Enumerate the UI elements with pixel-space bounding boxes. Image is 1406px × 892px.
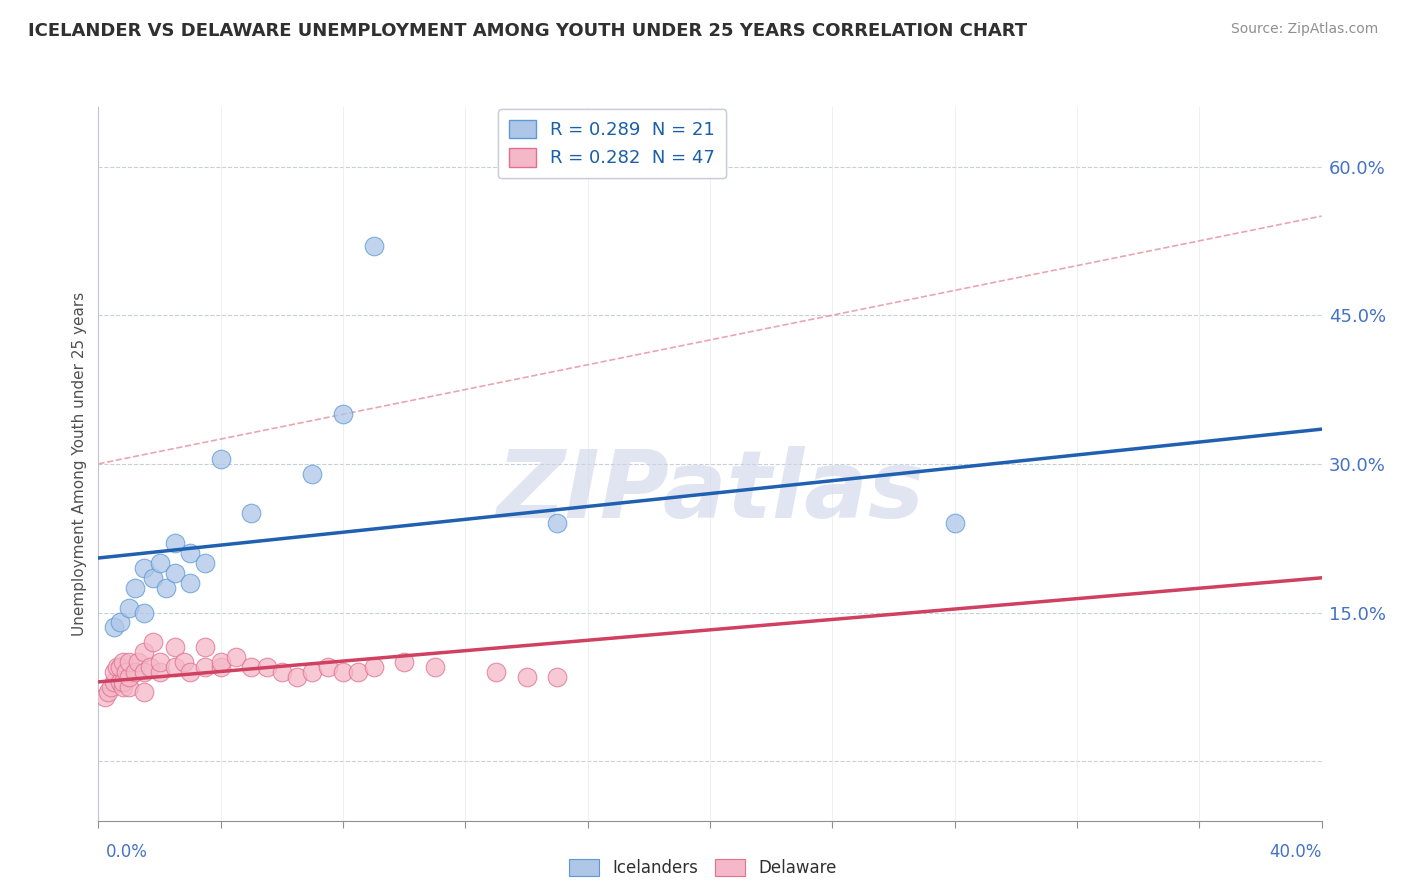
Point bbox=[103, 665, 125, 679]
Point bbox=[108, 674, 131, 689]
Point bbox=[546, 670, 568, 684]
Point bbox=[155, 581, 177, 595]
Point bbox=[516, 670, 538, 684]
Point bbox=[149, 655, 172, 669]
Point bbox=[179, 575, 201, 590]
Point bbox=[209, 660, 232, 674]
Text: Source: ZipAtlas.com: Source: ZipAtlas.com bbox=[1230, 22, 1378, 37]
Point bbox=[332, 407, 354, 421]
Point bbox=[115, 665, 138, 679]
Point bbox=[546, 516, 568, 531]
Point bbox=[285, 670, 308, 684]
Point bbox=[301, 665, 323, 679]
Point bbox=[118, 600, 141, 615]
Point bbox=[118, 680, 141, 694]
Point bbox=[423, 660, 446, 674]
Point bbox=[270, 665, 292, 679]
Point bbox=[179, 546, 201, 560]
Point bbox=[332, 665, 354, 679]
Point bbox=[163, 660, 186, 674]
Point bbox=[209, 451, 232, 466]
Text: 0.0%: 0.0% bbox=[105, 843, 148, 861]
Point bbox=[209, 655, 232, 669]
Point bbox=[134, 645, 156, 659]
Point bbox=[134, 606, 156, 620]
Point bbox=[163, 566, 186, 580]
Point bbox=[194, 556, 217, 570]
Point bbox=[363, 239, 385, 253]
Legend: Icelanders, Delaware: Icelanders, Delaware bbox=[562, 852, 844, 884]
Point bbox=[142, 635, 165, 649]
Point bbox=[194, 640, 217, 655]
Point bbox=[134, 665, 156, 679]
Point bbox=[103, 674, 125, 689]
Point bbox=[316, 660, 339, 674]
Point bbox=[100, 680, 122, 694]
Point bbox=[256, 660, 278, 674]
Point bbox=[485, 665, 508, 679]
Point bbox=[149, 556, 172, 570]
Point bbox=[97, 685, 120, 699]
Point bbox=[240, 507, 263, 521]
Point bbox=[301, 467, 323, 481]
Point bbox=[111, 680, 134, 694]
Point bbox=[194, 660, 217, 674]
Point bbox=[363, 660, 385, 674]
Point bbox=[149, 665, 172, 679]
Point bbox=[179, 665, 201, 679]
Y-axis label: Unemployment Among Youth under 25 years: Unemployment Among Youth under 25 years bbox=[72, 292, 87, 636]
Point bbox=[943, 516, 966, 531]
Point bbox=[118, 655, 141, 669]
Point bbox=[347, 665, 370, 679]
Point bbox=[127, 655, 149, 669]
Point bbox=[392, 655, 416, 669]
Point bbox=[163, 536, 186, 550]
Point bbox=[124, 665, 146, 679]
Point bbox=[134, 561, 156, 575]
Point bbox=[111, 674, 134, 689]
Legend: R = 0.289  N = 21, R = 0.282  N = 47: R = 0.289 N = 21, R = 0.282 N = 47 bbox=[498, 109, 727, 178]
Text: 40.0%: 40.0% bbox=[1270, 843, 1322, 861]
Point bbox=[163, 640, 186, 655]
Text: ICELANDER VS DELAWARE UNEMPLOYMENT AMONG YOUTH UNDER 25 YEARS CORRELATION CHART: ICELANDER VS DELAWARE UNEMPLOYMENT AMONG… bbox=[28, 22, 1028, 40]
Point bbox=[111, 655, 134, 669]
Point bbox=[134, 685, 156, 699]
Point bbox=[240, 660, 263, 674]
Point bbox=[108, 615, 131, 630]
Point bbox=[173, 655, 195, 669]
Text: ZIPatlas: ZIPatlas bbox=[496, 446, 924, 539]
Point bbox=[124, 581, 146, 595]
Point bbox=[139, 660, 162, 674]
Point bbox=[105, 660, 128, 674]
Point bbox=[108, 660, 131, 674]
Point bbox=[142, 571, 165, 585]
Point bbox=[103, 620, 125, 634]
Point bbox=[225, 650, 247, 665]
Point bbox=[118, 670, 141, 684]
Point bbox=[93, 690, 115, 704]
